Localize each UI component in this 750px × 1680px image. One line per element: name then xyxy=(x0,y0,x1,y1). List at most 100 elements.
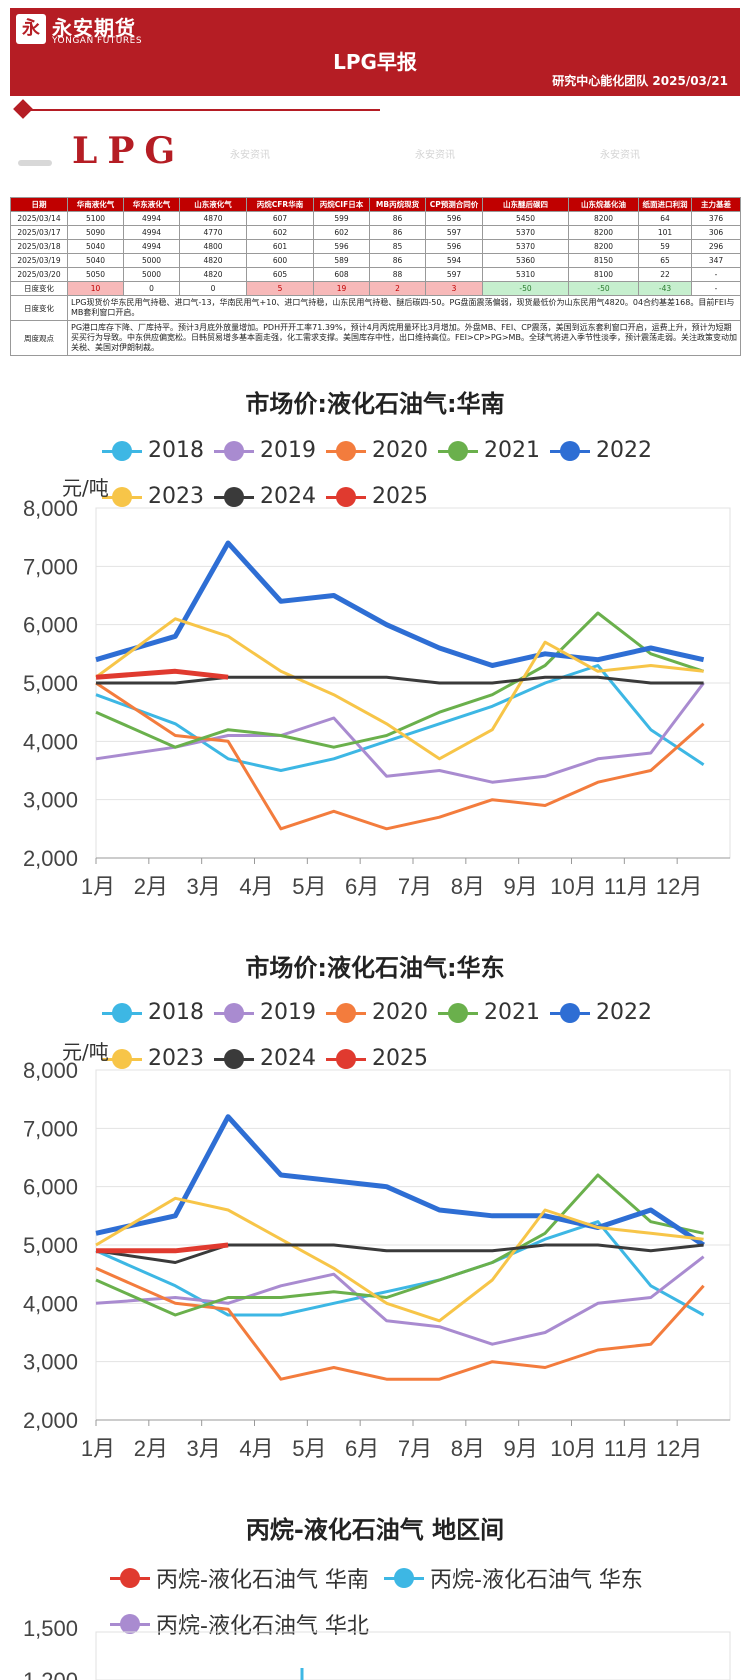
table-cell: 2025/03/20 xyxy=(10,267,68,282)
table-cell: 608 xyxy=(313,267,370,282)
legend-item[interactable]: 2019 xyxy=(214,438,316,463)
table-row: 2025/03/20 5050 5000 4820 605 608 88 597 5310 810… xyxy=(10,267,741,282)
legend-marker-icon xyxy=(326,440,366,461)
column-header: 丙烷CFR华南 xyxy=(246,197,314,212)
table-cell: 5370 xyxy=(482,239,569,254)
table-cell: 596 xyxy=(425,211,483,226)
table-cell: 347 xyxy=(691,253,741,268)
y-tick-label: 8,000 xyxy=(23,1062,78,1083)
table-cell: 296 xyxy=(691,239,741,254)
x-tick-label: 8月 xyxy=(451,1436,485,1461)
legend-item[interactable]: 2023 xyxy=(102,1046,204,1071)
table-cell: 605 xyxy=(246,267,314,282)
daily-change-row: 日度变化 10 0 0 5 19 2 3 -50 -50 -43- xyxy=(10,281,741,296)
series-line-2020 xyxy=(95,1266,705,1381)
legend-marker-icon xyxy=(102,486,142,507)
legend-item[interactable]: 2021 xyxy=(438,438,540,463)
legend-marker-icon xyxy=(550,440,590,461)
legend-item[interactable]: 2023 xyxy=(102,484,204,509)
column-header: 山东液化气 xyxy=(179,197,247,212)
legend-item[interactable]: 2024 xyxy=(214,484,316,509)
x-tick-label: 6月 xyxy=(345,1436,379,1461)
chart-title-south: 市场价:液化石油气:华南 xyxy=(245,390,505,418)
x-tick-label: 7月 xyxy=(398,874,432,899)
legend-item[interactable]: 丙烷-液化石油气 华北 xyxy=(110,1608,369,1640)
legend-item[interactable]: 丙烷-液化石油气 华南 xyxy=(110,1562,369,1594)
note-text: LPG现货价华东民用气持稳、进口气-13，华南民用气+10、进口气持稳，山东民用… xyxy=(67,295,741,321)
x-tick-label: 3月 xyxy=(187,1436,221,1461)
weekly-view-row: 周度观点 PG港口库存下降、厂库持平。预计3月底外放量增加。PDH开开工率71.3… xyxy=(10,320,741,356)
legend-label: 2020 xyxy=(372,438,428,463)
legend-marker-icon xyxy=(384,1568,424,1588)
legend-item[interactable]: 2022 xyxy=(550,438,652,463)
legend-item[interactable]: 2018 xyxy=(102,438,204,463)
legend-item[interactable]: 2018 xyxy=(102,1000,204,1025)
change-cell: 3 xyxy=(425,281,483,296)
legend-label: 2024 xyxy=(260,1046,316,1071)
legend-label: 2025 xyxy=(372,1046,428,1071)
legend-label: 丙烷-液化石油气 华东 xyxy=(430,1568,643,1593)
legend-item[interactable]: 丙烷-液化石油气 华东 xyxy=(384,1562,643,1594)
watermark: 永安资讯 xyxy=(230,150,270,161)
line-chart-spread: 1,500 1,200 xyxy=(23,1620,731,1680)
legend-marker-icon xyxy=(214,440,254,461)
x-tick-label: 9月 xyxy=(504,1436,538,1461)
y-tick-label: 4,000 xyxy=(23,729,78,754)
y-tick-label: 2,000 xyxy=(23,846,78,871)
table-cell: 602 xyxy=(313,225,370,240)
legend-item[interactable]: 2021 xyxy=(438,1000,540,1025)
legend-item[interactable]: 2020 xyxy=(326,1000,428,1025)
table-cell: 5310 xyxy=(482,267,569,282)
table-cell: 5090 xyxy=(67,225,124,240)
table-row: 2025/03/19 5040 5000 4820 600 589 86 594 5360 815… xyxy=(10,253,741,268)
table-cell: 4820 xyxy=(179,253,247,268)
legend-item[interactable]: 2025 xyxy=(326,1046,428,1071)
table-cell: 602 xyxy=(246,225,314,240)
change-cell: 2 xyxy=(369,281,426,296)
x-tick-label: 11月 xyxy=(604,874,649,899)
x-tick-label: 12月 xyxy=(656,1436,702,1461)
company-logo-icon: 永 xyxy=(16,14,46,44)
table-cell: 5450 xyxy=(482,211,569,226)
table-cell: 2025/03/17 xyxy=(10,225,68,240)
price-table: 日期 华南液化气 华东液化气 山东液化气 丙烷CFR华南 丙烷CIF日本 MB丙烷现货 CP预… xyxy=(10,197,741,356)
table-cell: 589 xyxy=(313,253,370,268)
table-cell: 8100 xyxy=(568,267,639,282)
table-cell: 4800 xyxy=(179,239,247,254)
team-date: 研究中心能化团队 2025/03/21 xyxy=(552,74,728,88)
column-header: 华南液化气 xyxy=(67,197,124,212)
series-line-2022 xyxy=(95,540,705,668)
y-unit-label: 元/吨 xyxy=(62,1040,109,1064)
legend-item[interactable]: 2020 xyxy=(326,438,428,463)
legend-label: 丙烷-液化石油气 华南 xyxy=(156,1568,369,1593)
table-cell: 59 xyxy=(638,239,692,254)
divider xyxy=(20,109,380,111)
series-line-2018 xyxy=(95,1220,705,1317)
legend-item[interactable]: 2019 xyxy=(214,1000,316,1025)
column-header: 山东醚后碳四 xyxy=(482,197,569,212)
legend-label: 2018 xyxy=(148,1000,204,1025)
table-cell: 599 xyxy=(313,211,370,226)
table-cell: 86 xyxy=(369,211,426,226)
y-unit-label: 元/吨 xyxy=(62,476,109,500)
column-header: CP预测合同价 xyxy=(425,197,483,212)
column-header: 日期 xyxy=(10,197,68,212)
table-cell: 86 xyxy=(369,225,426,240)
legend-item[interactable]: 2024 xyxy=(214,1046,316,1071)
brand-name-en: YONGAN FUTURES xyxy=(52,36,143,46)
x-tick-label: 12月 xyxy=(656,874,702,899)
legend-label: 2025 xyxy=(372,484,428,509)
legend-label: 2023 xyxy=(148,1046,204,1071)
legend-item[interactable]: 2025 xyxy=(326,484,428,509)
table-cell: 5000 xyxy=(123,267,180,282)
legend-label: 2019 xyxy=(260,438,316,463)
table-cell: 8200 xyxy=(568,211,639,226)
x-tick-label: 7月 xyxy=(398,1436,432,1461)
line-chart-south: 2,000 3,000 4,000 5,000 6,000 7,000 8,000 1月 2月 3… xyxy=(23,500,731,899)
table-cell: 4994 xyxy=(123,211,180,226)
y-tick-label: 3,000 xyxy=(23,788,78,813)
table-cell: 85 xyxy=(369,239,426,254)
legend-item[interactable]: 2022 xyxy=(550,1000,652,1025)
legend-marker-icon xyxy=(214,1048,254,1069)
table-cell: 596 xyxy=(313,239,370,254)
